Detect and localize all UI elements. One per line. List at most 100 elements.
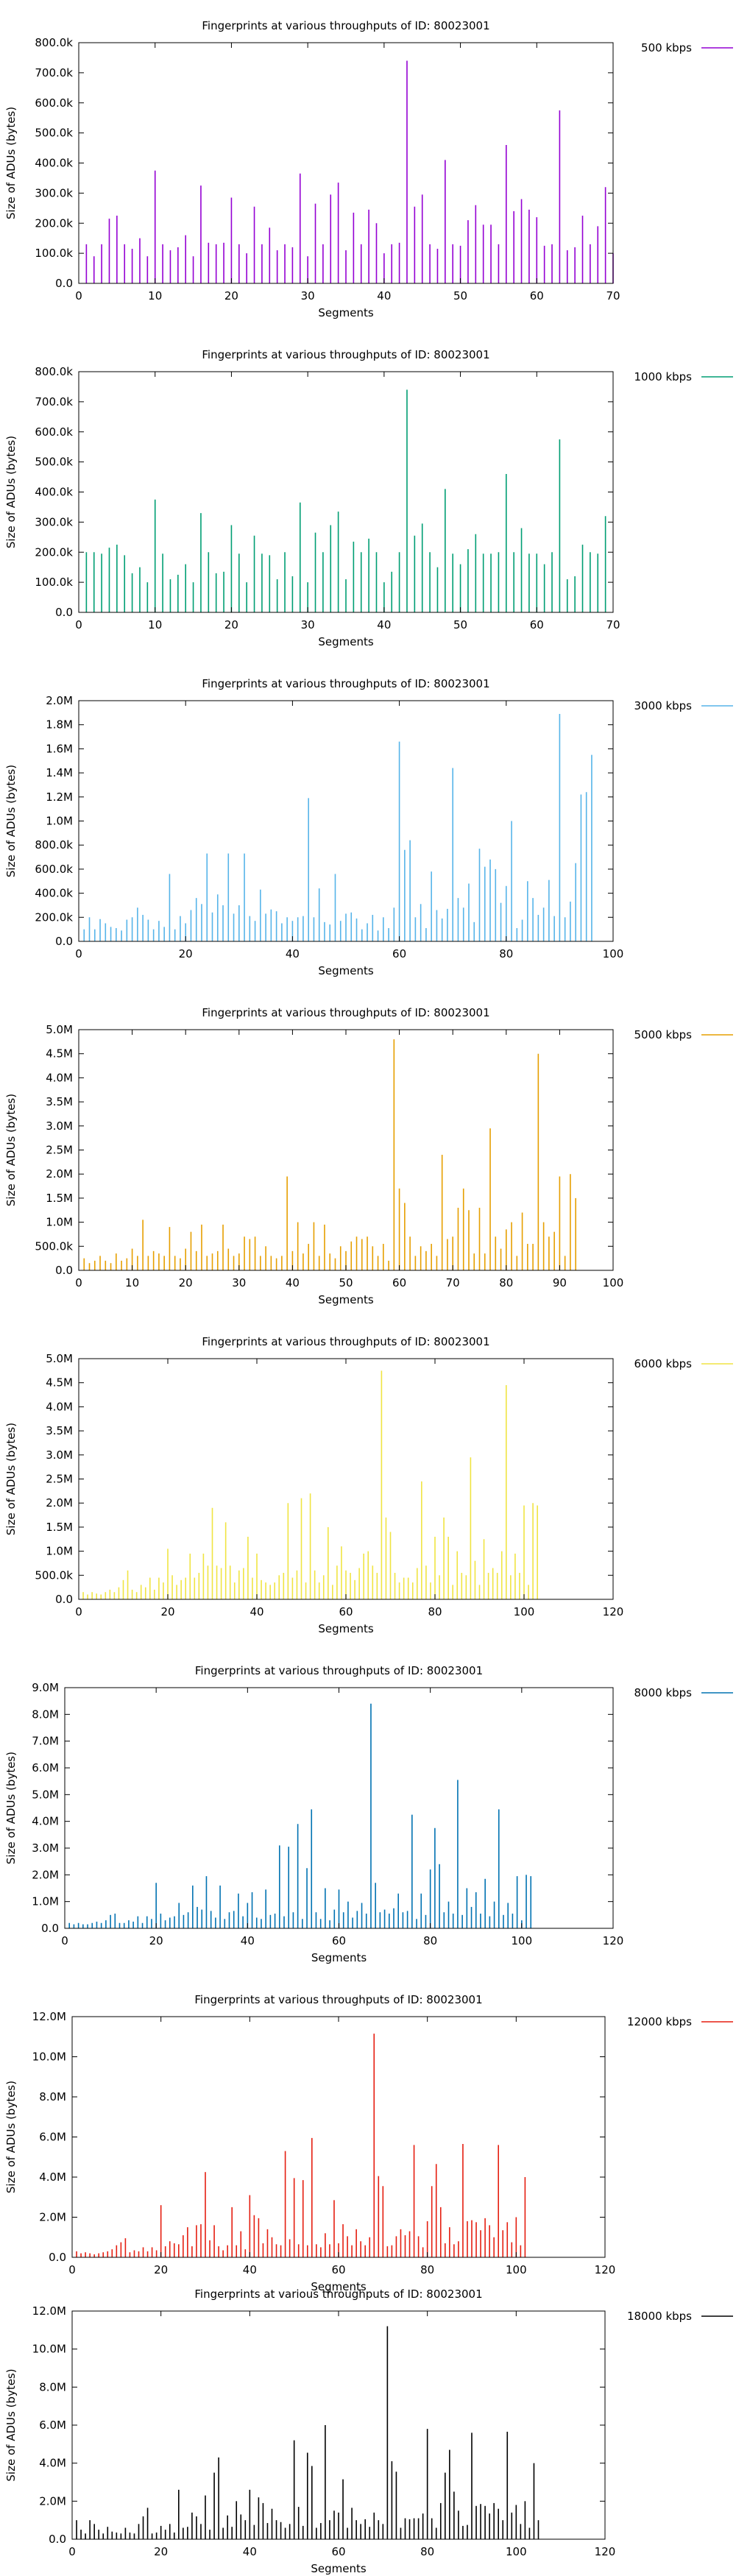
plot-frame [78, 1029, 614, 1271]
x-tick-label: 0 [68, 2545, 76, 2558]
x-tick-label: 0 [75, 618, 82, 631]
y-tick-label: 100.0k [35, 247, 73, 260]
x-tick-label: 40 [377, 289, 391, 302]
x-axis-label: Segments [311, 1951, 367, 1964]
x-tick-label: 40 [243, 2263, 257, 2276]
x-tick-label: 0 [75, 1276, 82, 1289]
y-tick-label: 700.0k [35, 395, 73, 408]
x-tick-label: 60 [392, 1276, 406, 1289]
y-tick-label: 1.2M [46, 790, 73, 804]
y-tick-label: 5.0M [46, 1023, 73, 1036]
y-tick-label: 4.0M [39, 2170, 66, 2184]
x-tick-label: 60 [331, 2545, 345, 2558]
chart-title: Fingerprints at various throughputs of I… [194, 1993, 482, 2006]
y-tick-label: 300.0k [35, 186, 73, 199]
y-tick-label: 0.0 [49, 2251, 66, 2264]
x-tick-label: 20 [179, 947, 193, 960]
y-tick-label: 2.5M [46, 1473, 73, 1486]
x-axis-label: Segments [318, 1293, 374, 1306]
y-tick-label: 600.0k [35, 96, 73, 110]
y-tick-label: 6.0M [39, 2418, 66, 2432]
x-tick-label: 40 [286, 1276, 300, 1289]
legend-label: 5000 kbps [634, 1028, 693, 1041]
x-tick-label: 60 [392, 947, 406, 960]
y-tick-label: 2.0M [39, 2211, 66, 2224]
y-tick-label: 1.0M [46, 1216, 73, 1229]
plot-frame [78, 371, 614, 613]
y-tick-label: 0.0 [41, 1922, 59, 1935]
x-tick-label: 80 [499, 1276, 513, 1289]
y-tick-label: 4.0M [46, 1400, 73, 1413]
x-tick-label: 40 [250, 1605, 263, 1618]
y-tick-label: 1.4M [46, 766, 73, 779]
x-tick-label: 120 [603, 1605, 624, 1618]
plot-frame [78, 42, 614, 284]
y-tick-label: 4.5M [46, 1047, 73, 1061]
chart-title: Fingerprints at various throughputs of I… [195, 1664, 483, 1677]
y-tick-label: 10.0M [32, 2050, 66, 2064]
legend-label: 18000 kbps [627, 2310, 692, 2323]
y-tick-label: 500.0k [35, 1239, 73, 1253]
y-tick-label: 100.0k [35, 576, 73, 589]
y-axis-label: Size of ADUs (bytes) [4, 1423, 18, 1535]
chart-title: Fingerprints at various throughputs of I… [202, 1006, 489, 1019]
y-tick-label: 12.0M [32, 2010, 66, 2023]
x-tick-label: 20 [224, 289, 238, 302]
x-tick-label: 60 [530, 289, 544, 302]
x-tick-label: 10 [148, 289, 162, 302]
x-tick-label: 100 [512, 1934, 533, 1947]
y-tick-label: 800.0k [35, 36, 73, 49]
x-tick-label: 100 [603, 947, 624, 960]
y-axis-label: Size of ADUs (bytes) [4, 2081, 18, 2193]
x-axis-label: Segments [311, 2280, 367, 2293]
y-tick-label: 400.0k [35, 887, 73, 900]
x-tick-label: 20 [224, 618, 238, 631]
y-tick-label: 500.0k [35, 456, 73, 469]
y-tick-label: 4.5M [46, 1376, 73, 1390]
x-tick-label: 90 [553, 1276, 567, 1289]
y-tick-label: 400.0k [35, 486, 73, 499]
chart-title: Fingerprints at various throughputs of I… [202, 1335, 489, 1348]
y-tick-label: 200.0k [35, 216, 73, 230]
x-tick-label: 70 [446, 1276, 460, 1289]
y-axis-label: Size of ADUs (bytes) [4, 2368, 18, 2481]
x-tick-label: 20 [154, 2545, 168, 2558]
y-tick-label: 8.0M [39, 2380, 66, 2393]
x-tick-label: 80 [499, 947, 513, 960]
x-tick-label: 60 [332, 1934, 346, 1947]
y-tick-label: 800.0k [35, 365, 73, 378]
x-tick-label: 30 [232, 1276, 246, 1289]
y-tick-label: 0.0 [55, 606, 73, 619]
x-tick-label: 60 [339, 1605, 353, 1618]
x-axis-label: Segments [318, 306, 374, 319]
x-tick-label: 30 [301, 618, 315, 631]
y-tick-label: 4.0M [46, 1071, 73, 1084]
y-tick-label: 7.0M [32, 1735, 59, 1748]
x-tick-label: 100 [603, 1276, 624, 1289]
chart-title: Fingerprints at various throughputs of I… [202, 19, 489, 32]
legend-label: 6000 kbps [634, 1357, 693, 1370]
y-axis-label: Size of ADUs (bytes) [4, 1094, 18, 1206]
x-axis-label: Segments [311, 2562, 367, 2575]
x-tick-label: 40 [377, 618, 391, 631]
y-tick-label: 2.5M [46, 1144, 73, 1157]
x-tick-label: 100 [506, 2545, 527, 2558]
chart-8: Fingerprints at various throughputs of I… [4, 2287, 733, 2575]
chart-4: Fingerprints at various throughputs of I… [4, 1006, 733, 1306]
x-axis-label: Segments [318, 1622, 374, 1635]
y-tick-label: 9.0M [32, 1681, 59, 1694]
x-tick-label: 0 [61, 1934, 68, 1947]
y-tick-label: 300.0k [35, 515, 73, 528]
y-tick-label: 200.0k [35, 910, 73, 924]
legend-label: 8000 kbps [634, 1686, 693, 1699]
x-tick-label: 100 [514, 1605, 535, 1618]
y-tick-label: 3.0M [46, 1448, 73, 1462]
y-axis-label: Size of ADUs (bytes) [4, 436, 18, 548]
y-axis-label: Size of ADUs (bytes) [4, 107, 18, 219]
y-tick-label: 0.0 [55, 277, 73, 290]
x-tick-label: 10 [125, 1276, 139, 1289]
y-axis-label: Size of ADUs (bytes) [4, 765, 18, 877]
chart-7: Fingerprints at various throughputs of I… [4, 1993, 733, 2293]
y-tick-label: 1.0M [46, 1545, 73, 1558]
y-tick-label: 6.0M [39, 2131, 66, 2144]
